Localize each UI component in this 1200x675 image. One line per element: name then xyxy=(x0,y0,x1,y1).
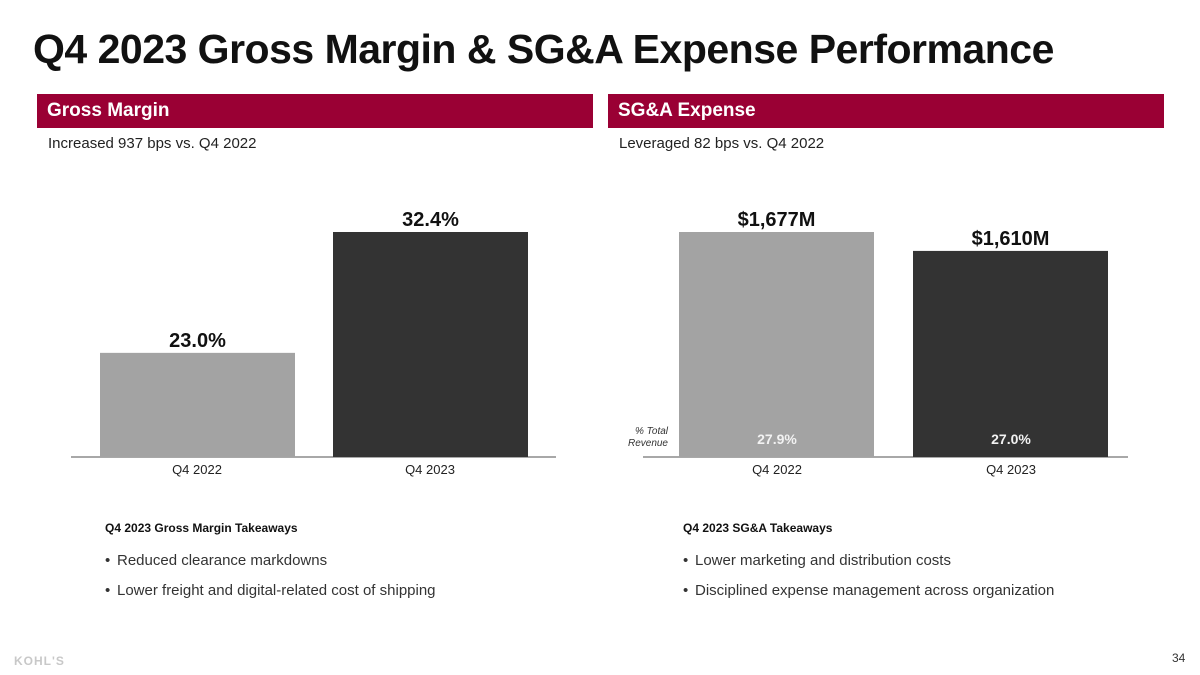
gross-margin-header: Gross Margin xyxy=(37,94,593,128)
gross-margin-chart: 23.0% 32.4% Q4 2022 Q4 2023 xyxy=(71,209,556,477)
sga-chart: $1,677M $1,610M 27.9% 27.0% % Total Reve… xyxy=(628,209,1128,477)
gm-value-label-q4-2023: 32.4% xyxy=(402,209,459,231)
sga-bar-q4-2022 xyxy=(679,232,874,457)
sga-value-label-q4-2022: $1,677M xyxy=(738,209,816,231)
takeaway-item: • Lower freight and digital-related cost … xyxy=(105,582,436,612)
gross-margin-takeaways-list: • Reduced clearance markdowns • Lower frei… xyxy=(105,552,436,612)
takeaway-text: Disciplined expense management across or… xyxy=(695,582,1055,599)
gm-x-tick-q4-2022: Q4 2022 xyxy=(172,462,222,477)
page-title: Q4 2023 Gross Margin & SG&A Expense Perf… xyxy=(33,26,1054,72)
pct-total-revenue-label-line2: Revenue xyxy=(628,438,668,449)
takeaway-item: • Lower marketing and distribution costs xyxy=(683,552,1054,582)
gm-bar-q4-2022 xyxy=(100,352,295,457)
gm-x-tick-q4-2023: Q4 2023 xyxy=(405,462,455,477)
takeaway-text: Lower marketing and distribution costs xyxy=(695,552,951,569)
gm-value-label-q4-2022: 23.0% xyxy=(169,330,226,352)
takeaway-item: • Reduced clearance markdowns xyxy=(105,552,436,582)
sga-x-tick-q4-2023: Q4 2023 xyxy=(986,462,1036,477)
page-number: 34 xyxy=(1172,651,1186,665)
takeaway-text: Lower freight and digital-related cost o… xyxy=(117,582,436,599)
gross-margin-takeaways-title: Q4 2023 Gross Margin Takeaways xyxy=(105,521,298,535)
bullet-icon: • xyxy=(683,582,689,599)
sga-takeaways-list: • Lower marketing and distribution costs … xyxy=(683,552,1054,612)
sga-pct-revenue-q4-2022: 27.9% xyxy=(757,431,797,447)
takeaway-item: • Disciplined expense management across o… xyxy=(683,582,1054,612)
sga-x-tick-q4-2022: Q4 2022 xyxy=(752,462,802,477)
bullet-icon: • xyxy=(105,552,111,569)
sga-value-label-q4-2023: $1,610M xyxy=(972,228,1050,250)
sga-pct-revenue-q4-2023: 27.0% xyxy=(991,431,1031,447)
gross-margin-subtitle: Increased 937 bps vs. Q4 2022 xyxy=(48,135,257,152)
bullet-icon: • xyxy=(683,552,689,569)
kohls-logo: KOHL'S xyxy=(14,654,65,668)
takeaway-text: Reduced clearance markdowns xyxy=(117,552,328,569)
bullet-icon: • xyxy=(105,582,111,599)
sga-bar-q4-2023 xyxy=(913,250,1108,457)
sga-subtitle: Leveraged 82 bps vs. Q4 2022 xyxy=(619,135,825,152)
sga-expense-header: SG&A Expense xyxy=(608,94,1164,128)
sga-takeaways-title: Q4 2023 SG&A Takeaways xyxy=(683,521,833,535)
pct-total-revenue-label-line1: % Total xyxy=(635,426,669,437)
gm-bar-q4-2023 xyxy=(333,232,528,457)
